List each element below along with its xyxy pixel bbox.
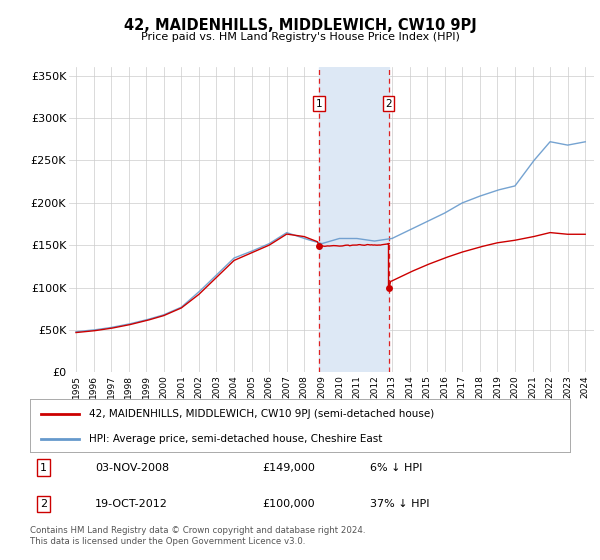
Text: 1: 1	[316, 99, 322, 109]
Text: HPI: Average price, semi-detached house, Cheshire East: HPI: Average price, semi-detached house,…	[89, 433, 383, 444]
Text: 1: 1	[40, 463, 47, 473]
Text: 42, MAIDENHILLS, MIDDLEWICH, CW10 9PJ (semi-detached house): 42, MAIDENHILLS, MIDDLEWICH, CW10 9PJ (s…	[89, 409, 434, 419]
Text: Price paid vs. HM Land Registry's House Price Index (HPI): Price paid vs. HM Land Registry's House …	[140, 32, 460, 43]
Text: 37% ↓ HPI: 37% ↓ HPI	[370, 499, 430, 509]
Text: 42, MAIDENHILLS, MIDDLEWICH, CW10 9PJ: 42, MAIDENHILLS, MIDDLEWICH, CW10 9PJ	[124, 18, 476, 33]
Bar	[319, 67, 389, 372]
Text: £149,000: £149,000	[262, 463, 315, 473]
Text: 2: 2	[385, 99, 392, 109]
Text: 03-NOV-2008: 03-NOV-2008	[95, 463, 169, 473]
Text: 19-OCT-2012: 19-OCT-2012	[95, 499, 167, 509]
Text: 6% ↓ HPI: 6% ↓ HPI	[370, 463, 422, 473]
Text: £100,000: £100,000	[262, 499, 315, 509]
Text: 2: 2	[40, 499, 47, 509]
Text: Contains HM Land Registry data © Crown copyright and database right 2024.
This d: Contains HM Land Registry data © Crown c…	[30, 526, 365, 546]
